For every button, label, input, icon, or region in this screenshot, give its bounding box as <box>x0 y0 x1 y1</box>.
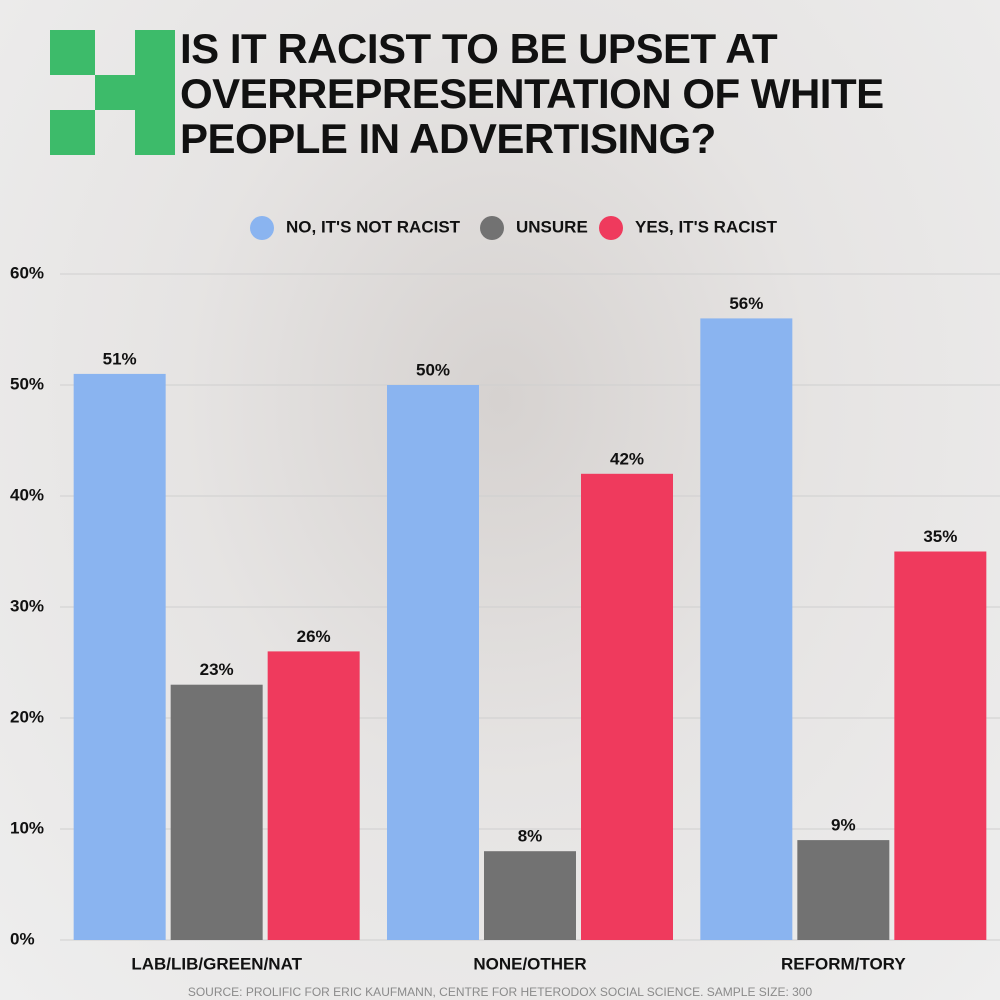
y-tick-label: 40% <box>10 485 44 504</box>
y-tick-label: 0% <box>10 929 35 948</box>
chart-title: IS IT RACIST TO BE UPSET AT OVERREPRESEN… <box>180 25 884 162</box>
logo <box>50 30 175 155</box>
value-label: 42% <box>610 449 644 468</box>
y-tick-label: 10% <box>10 818 44 837</box>
bar <box>484 851 576 940</box>
x-tick-label: LAB/LIB/GREEN/NAT <box>131 954 302 973</box>
legend-label: UNSURE <box>516 217 588 236</box>
y-tick-label: 60% <box>10 263 44 282</box>
value-label: 9% <box>831 816 856 835</box>
bar <box>387 385 479 940</box>
legend-marker <box>480 216 504 240</box>
bar <box>170 684 263 940</box>
x-tick-label: REFORM/TORY <box>781 954 906 973</box>
source: SOURCE: PROLIFIC FOR ERIC KAUFMANN, CENT… <box>188 985 813 999</box>
legend-label: NO, IT'S NOT RACIST <box>286 217 461 236</box>
legend-marker <box>599 216 623 240</box>
bar <box>267 651 360 940</box>
y-tick-label: 20% <box>10 707 44 726</box>
bar <box>797 840 890 940</box>
y-tick-label: 30% <box>10 596 44 615</box>
bar <box>894 551 987 940</box>
x-tick-label: NONE/OTHER <box>473 954 586 973</box>
value-label: 23% <box>200 660 234 679</box>
bar <box>73 373 166 940</box>
y-tick-label: 50% <box>10 374 44 393</box>
value-label: 51% <box>103 349 137 368</box>
value-label: 8% <box>518 827 543 846</box>
value-label: 56% <box>729 294 763 313</box>
legend-marker <box>250 216 274 240</box>
legend-label: YES, IT'S RACIST <box>635 217 778 236</box>
value-label: 50% <box>416 360 450 379</box>
value-label: 35% <box>923 527 957 546</box>
bar <box>700 318 793 940</box>
value-label: 26% <box>297 627 331 646</box>
bar <box>581 473 673 940</box>
